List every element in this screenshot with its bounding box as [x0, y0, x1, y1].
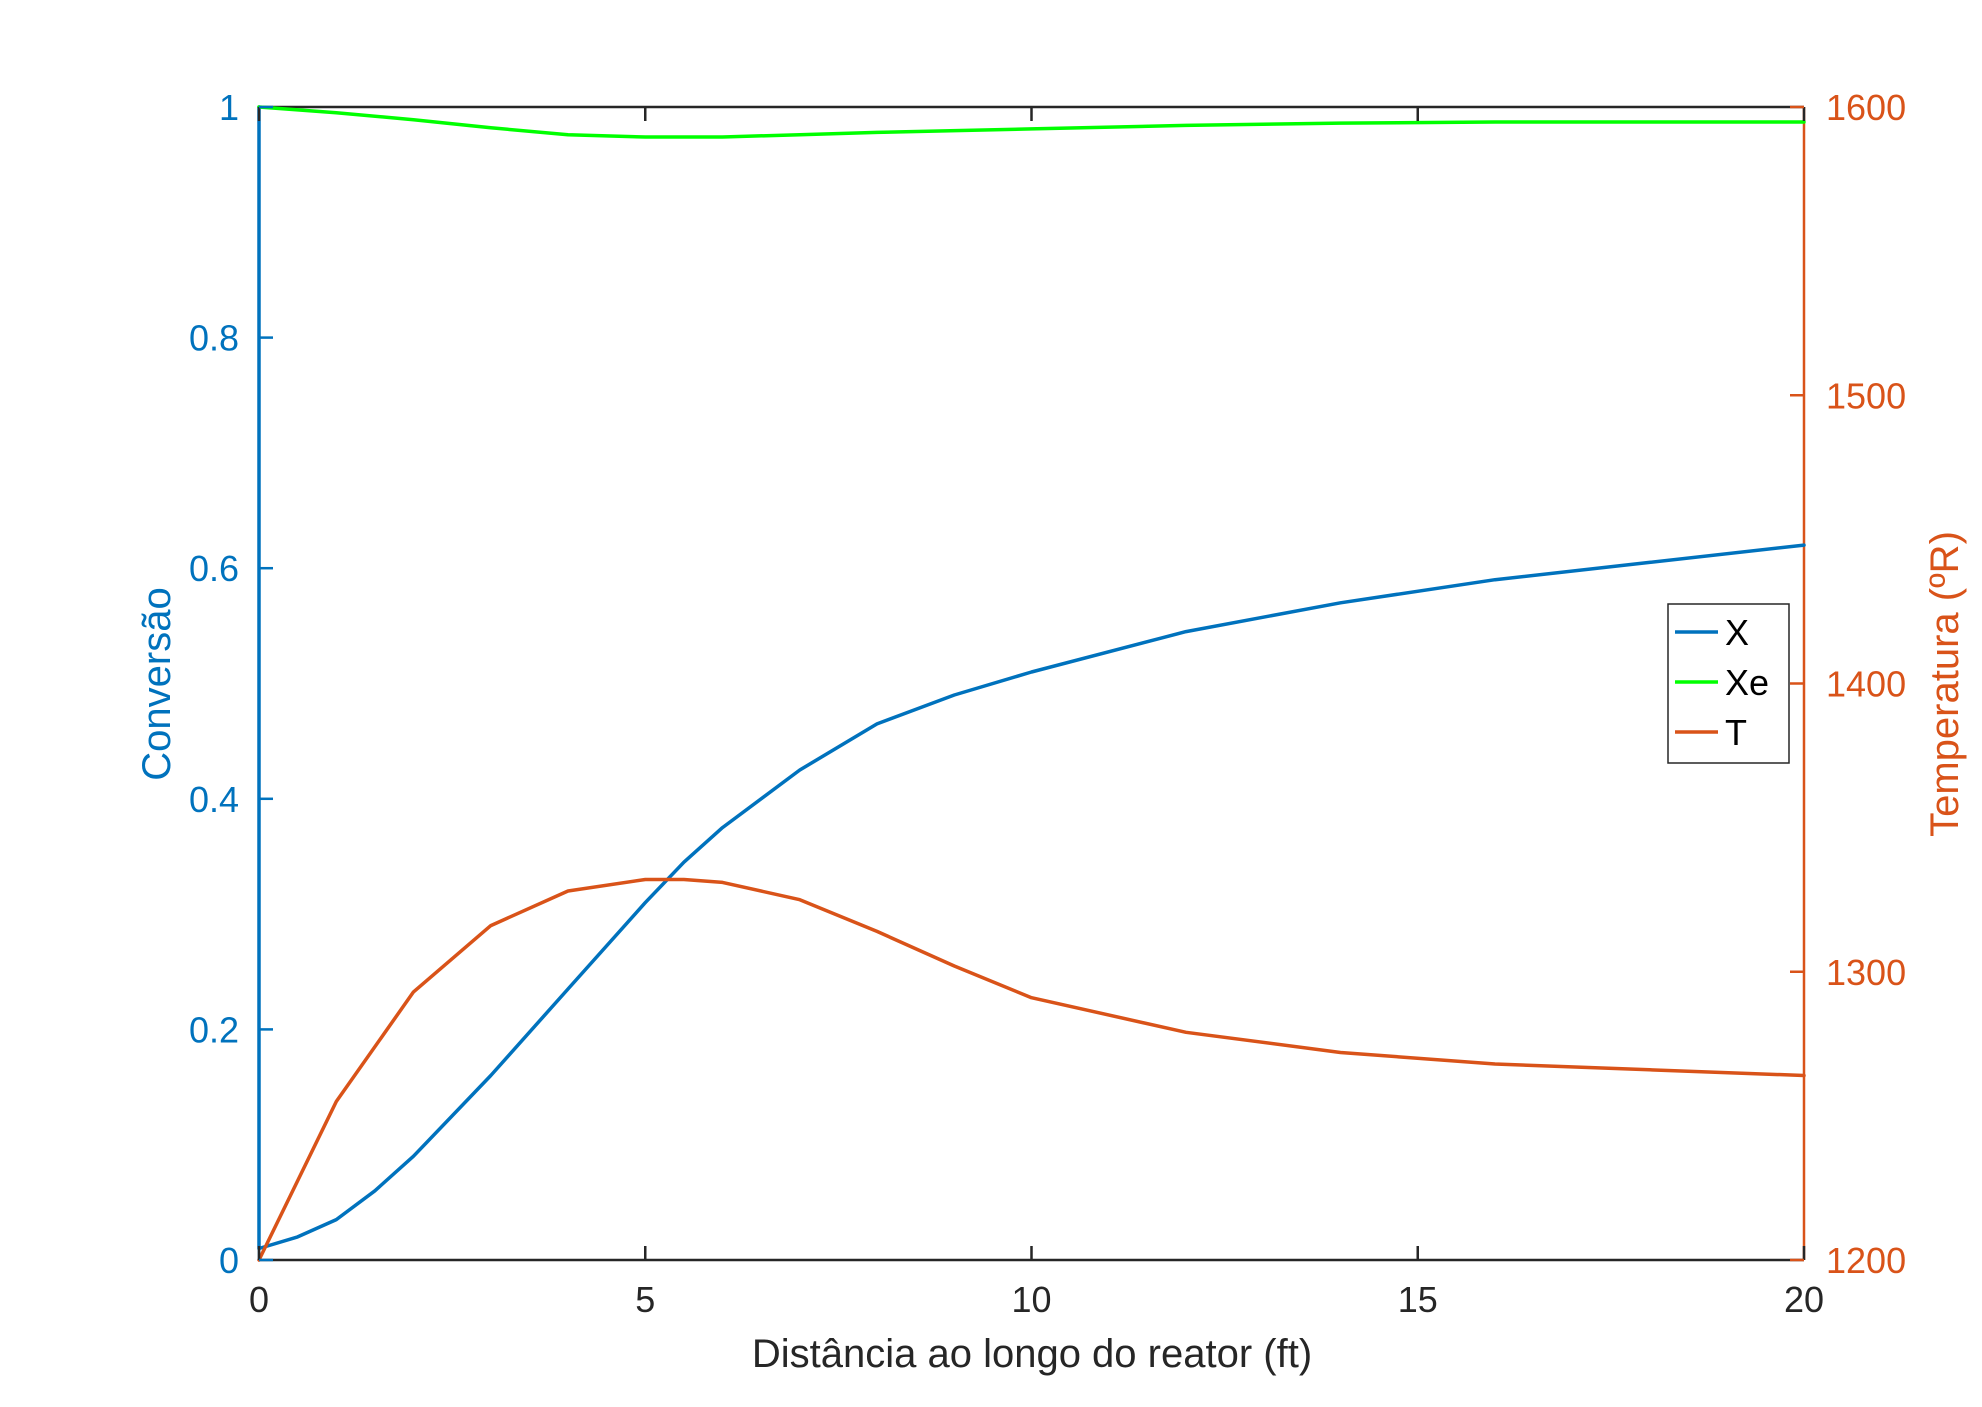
y-left-tick-label: 0.2 [189, 1009, 239, 1050]
ticks-layer: 0 5 10 15 20 0 0.2 0.4 0.6 0.8 1 1200 1300 1400 1500 16… [189, 87, 1906, 1320]
y-left-tick-label: 0.6 [189, 548, 239, 589]
y-right-tick-label: 1500 [1826, 375, 1906, 416]
y-right-tick-label: 1400 [1826, 664, 1906, 705]
y-left-tick-label: 1 [219, 87, 239, 128]
x-axis-title: Distância ao longo do reator (ft) [752, 1332, 1312, 1376]
y-left-tick-label: 0 [219, 1240, 239, 1281]
x-tick-label: 15 [1398, 1279, 1438, 1320]
series-line-xe [257, 105, 1806, 139]
legend-label-t: T [1725, 712, 1747, 753]
legend: X Xe T [1667, 603, 1790, 764]
x-tick-label: 10 [1011, 1279, 1051, 1320]
y-right-tick-label: 1600 [1826, 87, 1906, 128]
x-tick-label: 20 [1784, 1279, 1824, 1320]
y-axis-title-left: Conversão [135, 587, 179, 780]
plot-frame [257, 105, 1806, 1262]
legend-label-x: X [1725, 612, 1749, 653]
legend-label-xe: Xe [1725, 662, 1769, 703]
y-left-tick-label: 0.8 [189, 318, 239, 359]
series-line-t [257, 877, 1806, 1262]
x-tick-label: 0 [249, 1279, 269, 1320]
x-tick-label: 5 [635, 1279, 655, 1320]
y-right-tick-label: 1200 [1826, 1240, 1906, 1281]
series-layer [257, 105, 1806, 1262]
y-right-tick-label: 1300 [1826, 952, 1906, 993]
y-left-tick-label: 0.4 [189, 779, 239, 820]
series-line-x [257, 105, 1806, 1251]
y-axis-title-right: Temperatura (ºR) [1923, 531, 1967, 837]
